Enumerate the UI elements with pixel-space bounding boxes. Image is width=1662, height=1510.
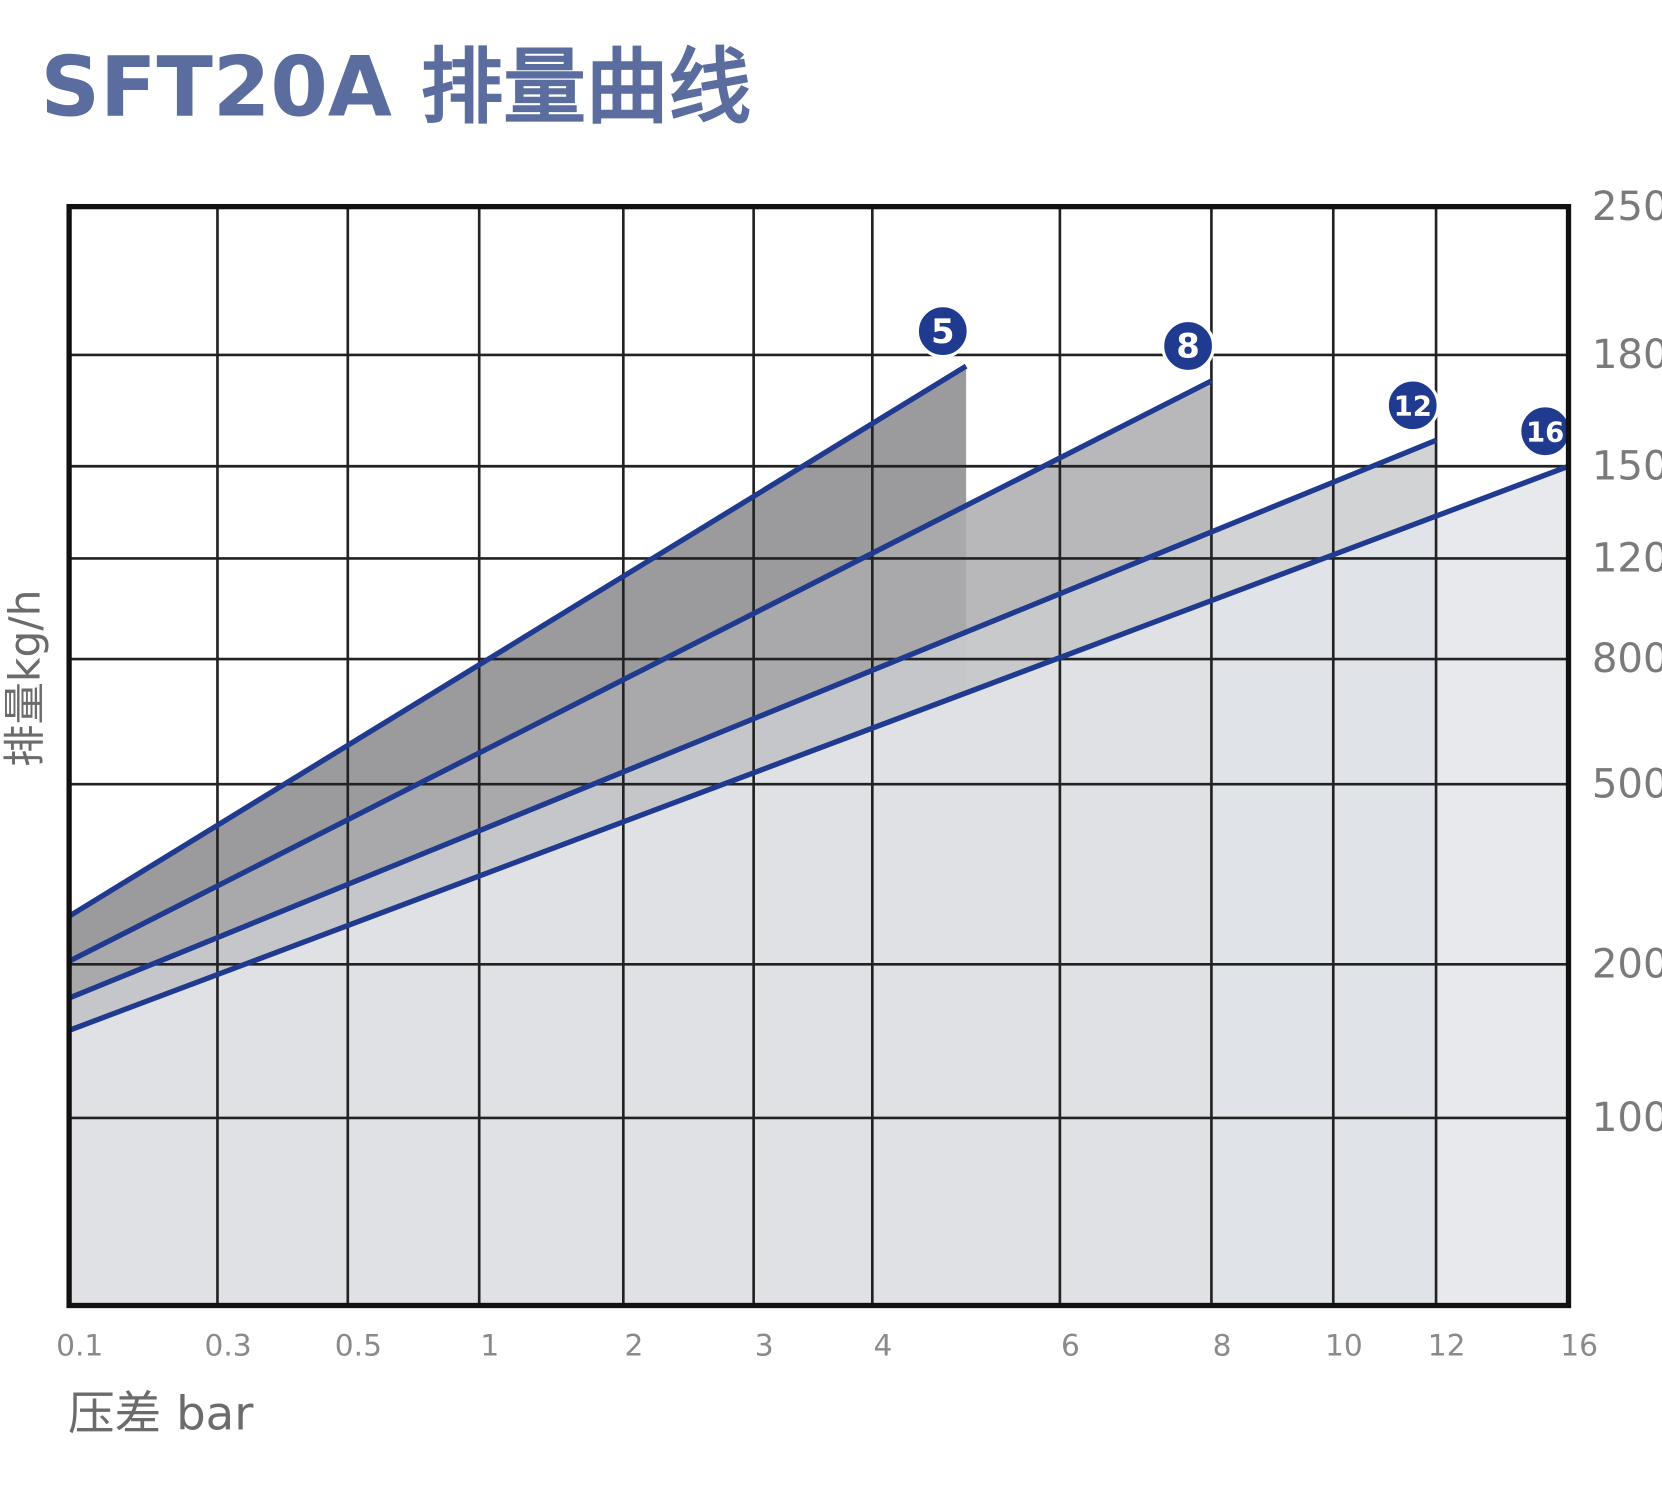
y-tick-label: 200 — [1592, 941, 1662, 987]
x-tick-label: 12 — [1428, 1327, 1466, 1362]
legend-badge — [1385, 378, 1440, 433]
x-tick-label: 8 — [1213, 1327, 1232, 1362]
y-tick-label: 2500 — [1592, 184, 1662, 230]
series-line — [68, 463, 1570, 1033]
y-axis-label: 排量kg/h — [0, 590, 49, 767]
x-tick-label: 2 — [624, 1327, 643, 1362]
series-line — [67, 378, 1213, 964]
series-line — [67, 363, 968, 919]
x-tick-label: 0.3 — [204, 1327, 251, 1362]
y-tick-label: 100 — [1592, 1095, 1662, 1141]
lines: 5 8 12 16 — [67, 304, 1573, 1033]
x-tick-label: 0.5 — [335, 1327, 382, 1362]
chart-title: SFT20A 排量曲线 — [41, 40, 752, 136]
y-tick-label: 1200 — [1592, 536, 1662, 582]
y-tick-label: 1500 — [1592, 443, 1662, 489]
legend-label: 5 — [931, 312, 955, 351]
legend-label: 12 — [1394, 390, 1432, 422]
x-tick-label: 0.1 — [56, 1327, 103, 1362]
x-tick-label: 16 — [1560, 1327, 1598, 1362]
y-tick-label: 1800 — [1592, 332, 1662, 378]
legend-badge — [1161, 318, 1216, 373]
area — [69, 466, 1569, 1306]
x-tick-label: 4 — [873, 1327, 892, 1362]
x-tick-label: 6 — [1061, 1327, 1080, 1362]
legend-badge — [915, 304, 970, 359]
legend-label: 16 — [1526, 416, 1564, 448]
x-tick-label: 1 — [480, 1327, 499, 1362]
x-axis-label: 压差 bar — [68, 1386, 254, 1440]
legend-label: 8 — [1176, 327, 1200, 366]
x-tick-label: 10 — [1325, 1327, 1363, 1362]
x-tick-label: 3 — [755, 1327, 774, 1362]
series-line — [68, 437, 1438, 1001]
y-tick-label: 800 — [1592, 636, 1662, 682]
areas — [69, 366, 1569, 1306]
plot-frame — [66, 203, 1572, 1309]
y-tick-label: 500 — [1592, 761, 1662, 807]
